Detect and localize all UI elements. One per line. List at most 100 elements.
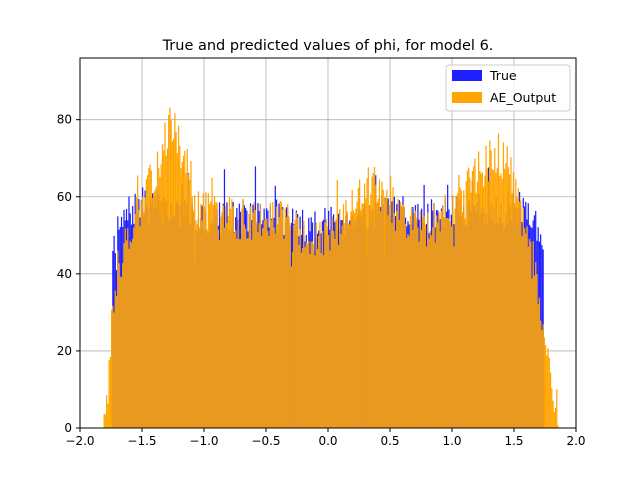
bar-overlap (308, 241, 310, 428)
bar-overlap (298, 244, 300, 428)
bar-ae-output (551, 388, 553, 428)
bar-overlap (228, 229, 231, 428)
bar-overlap (258, 223, 260, 428)
bar-overlap (133, 227, 135, 428)
bar-overlap (285, 217, 288, 428)
bar-overlap (218, 240, 221, 428)
bar-overlap (292, 251, 294, 428)
bar-overlap (238, 239, 240, 428)
bar-overlap (466, 225, 469, 428)
bar-overlap (406, 237, 408, 428)
bar-overlap (117, 250, 119, 428)
bar-overlap (210, 223, 212, 428)
bar-overlap (204, 230, 206, 428)
bar-overlap (514, 208, 516, 428)
bar-overlap (247, 238, 249, 428)
bar-ae-output (104, 414, 107, 428)
bar-overlap (450, 226, 452, 428)
bar-overlap (242, 200, 244, 428)
bar-overlap (341, 225, 343, 428)
bar-overlap (318, 236, 320, 428)
bar-overlap (324, 222, 326, 428)
bar-overlap (253, 206, 255, 428)
bar-overlap (453, 246, 455, 428)
bar-overlap (533, 275, 536, 428)
bar-overlap (179, 227, 181, 428)
bar-overlap (507, 190, 510, 428)
bar-overlap (207, 233, 209, 428)
bar-overlap (163, 197, 165, 428)
bar-overlap (509, 206, 511, 428)
bar-overlap (433, 203, 435, 428)
bar-overlap (371, 224, 373, 428)
bar-overlap (347, 228, 350, 428)
bar-overlap (399, 206, 402, 428)
bar-overlap (293, 224, 295, 428)
bar-overlap (165, 200, 167, 428)
bar-overlap (153, 210, 155, 428)
bar-overlap (194, 261, 196, 428)
bar-overlap (481, 207, 483, 428)
bar-overlap (458, 214, 460, 428)
bar-ae-output (552, 400, 554, 428)
bar-overlap (440, 210, 443, 428)
bar-overlap (409, 223, 412, 428)
bar-overlap (425, 246, 428, 428)
bar-overlap (287, 208, 289, 428)
y-tick-label: 20 (57, 344, 72, 358)
bar-overlap (282, 209, 284, 428)
bar-overlap (267, 230, 269, 428)
bar-overlap (391, 223, 393, 428)
bar-overlap (145, 205, 147, 428)
bar-overlap (363, 204, 366, 428)
bar-overlap (169, 220, 171, 428)
bar-overlap (200, 218, 202, 428)
bar-overlap (382, 204, 384, 428)
bar-overlap (437, 222, 439, 428)
bar-overlap (284, 221, 286, 428)
bar-overlap (505, 213, 507, 428)
bar-overlap (378, 207, 381, 428)
bar-overlap (476, 203, 479, 428)
bar-overlap (243, 224, 245, 428)
bar-overlap (266, 218, 268, 428)
bar-overlap (390, 215, 392, 428)
bar-overlap (225, 226, 227, 428)
bar-overlap (417, 227, 419, 428)
bar-overlap (461, 226, 464, 428)
bar-ae-output (548, 358, 550, 428)
bar-overlap (342, 224, 345, 428)
bar-overlap (339, 230, 341, 428)
bar-overlap (463, 206, 465, 428)
bar-overlap (416, 221, 418, 428)
bar-overlap (330, 230, 332, 428)
bar-overlap (166, 215, 169, 428)
bar-overlap (205, 211, 207, 428)
bar-overlap (173, 216, 175, 428)
bar-overlap (523, 228, 526, 428)
bar-overlap (530, 241, 532, 428)
bar-overlap (500, 203, 502, 428)
legend-swatch-true (452, 70, 482, 81)
bar-overlap (471, 180, 474, 428)
bar-overlap (135, 204, 138, 428)
bar-overlap (259, 203, 262, 428)
bar-overlap (421, 229, 423, 428)
bar-overlap (329, 250, 331, 428)
bar-overlap (139, 226, 141, 428)
bar-overlap (424, 229, 426, 428)
bar-overlap (532, 241, 534, 428)
bar-overlap (150, 204, 152, 428)
bar-overlap (414, 210, 417, 428)
bar-overlap (171, 218, 173, 428)
bar-overlap (155, 208, 157, 428)
bar-overlap (252, 212, 254, 428)
bar-ae-output (108, 359, 110, 428)
bar-overlap (362, 208, 364, 428)
bar-overlap (189, 224, 191, 428)
bar-overlap (323, 255, 325, 428)
bar-overlap (497, 224, 500, 428)
bar-ae-output (545, 345, 547, 428)
bar-overlap (447, 218, 449, 428)
bar-overlap (448, 218, 450, 428)
